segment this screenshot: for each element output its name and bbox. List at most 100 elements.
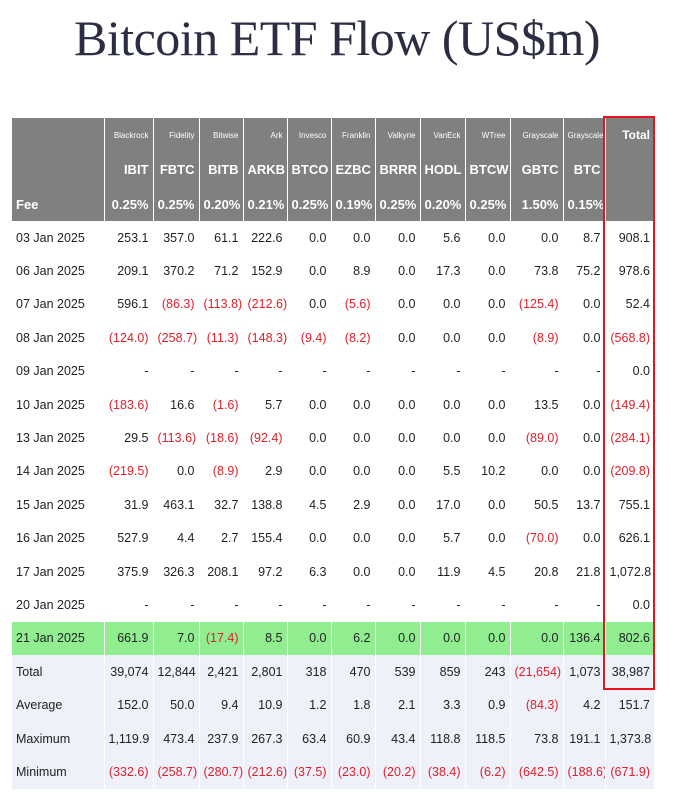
stat-value-cell: 318 xyxy=(287,655,332,689)
stat-row: Average 152.0 50.0 9.4 10.9 1.2 1.8 2.1 3.3 0.9 (8… xyxy=(12,688,654,722)
flow-value-cell: 7.0 xyxy=(153,621,200,656)
fee-header-cell: 0.21% xyxy=(243,187,288,221)
flow-value-cell: 2.9 xyxy=(243,454,288,489)
stat-row: Total 39,074 12,844 2,421 2,801 318 470 539 859 2… xyxy=(12,655,654,689)
flow-value-cell: (125.4) xyxy=(510,287,564,322)
flow-value-cell: 0.0 xyxy=(287,421,332,455)
row-date-label: 15 Jan 2025 xyxy=(12,488,105,522)
row-date-label: 13 Jan 2025 xyxy=(12,421,105,455)
flow-value-cell: - xyxy=(510,588,564,622)
flow-value-cell: 0.0 xyxy=(563,454,606,489)
table-row: 14 Jan 2025 (219.5) 0.0 (8.9) 2.9 0.0 0.0 0.0 5.… xyxy=(12,454,654,489)
stat-value-cell: 43.4 xyxy=(375,721,421,756)
stat-value-cell: 191.1 xyxy=(563,721,606,756)
flow-value-cell: 370.2 xyxy=(153,254,200,288)
stat-value-cell: (280.7) xyxy=(199,755,244,789)
flow-value-cell: 0.0 xyxy=(563,321,606,355)
flow-value-cell: (212.6) xyxy=(243,287,288,322)
row-date-label: 09 Jan 2025 xyxy=(12,354,105,388)
flow-value-cell: - xyxy=(287,588,332,622)
fee-header-cell: 0.20% xyxy=(420,187,466,221)
row-date-label: 17 Jan 2025 xyxy=(12,554,105,589)
fee-header-cell: 0.25% xyxy=(104,187,154,221)
stat-value-cell: 118.5 xyxy=(465,721,511,756)
flow-value-cell: - xyxy=(331,354,376,388)
table-row: 20 Jan 2025- - - - - - - - - - -0.0 xyxy=(12,588,654,622)
flow-value-cell: 0.0 xyxy=(287,221,332,255)
stat-total-cell: 151.7 xyxy=(605,688,654,722)
flow-value-cell: 11.9 xyxy=(420,554,466,589)
flow-value-cell: (8.9) xyxy=(199,454,244,489)
stat-value-cell: 3.3 xyxy=(420,688,466,722)
flow-value-cell: 152.9 xyxy=(243,254,288,288)
stat-value-cell: 1.2 xyxy=(287,688,332,722)
flow-value-cell: - xyxy=(563,354,606,388)
flow-value-cell: 375.9 xyxy=(104,554,154,589)
flow-value-cell: (148.3) xyxy=(243,321,288,355)
ticker-header-cell: BTCO xyxy=(287,152,332,187)
flow-value-cell: 0.0 xyxy=(331,221,376,255)
stat-value-cell: 12,844 xyxy=(153,655,200,689)
flow-value-cell: (1.6) xyxy=(199,387,244,422)
flow-value-cell: 0.0 xyxy=(331,421,376,455)
flow-value-cell: - xyxy=(563,588,606,622)
flow-value-cell: 0.0 xyxy=(153,454,200,489)
flow-value-cell: 13.7 xyxy=(563,488,606,522)
flow-value-cell: 16.6 xyxy=(153,387,200,422)
stat-value-cell: 473.4 xyxy=(153,721,200,756)
issuer-header-cell: Bitwise xyxy=(199,118,244,152)
stat-value-cell: 60.9 xyxy=(331,721,376,756)
stat-value-cell: 1,073 xyxy=(563,655,606,689)
flow-value-cell: 222.6 xyxy=(243,221,288,255)
table-row: 09 Jan 2025- - - - - - - - - - -0.0 xyxy=(12,354,654,388)
flow-value-cell: 2.7 xyxy=(199,521,244,555)
row-date-label: 08 Jan 2025 xyxy=(12,321,105,355)
flow-value-cell: 0.0 xyxy=(563,421,606,455)
flow-value-cell: - xyxy=(420,354,466,388)
flow-value-cell: 0.0 xyxy=(287,254,332,288)
flow-value-cell: 71.2 xyxy=(199,254,244,288)
flow-value-cell: - xyxy=(331,588,376,622)
flow-value-cell: 4.4 xyxy=(153,521,200,555)
issuer-header-row: Blackrock Fidelity Bitwise Ark Invesco Frankl… xyxy=(12,118,654,152)
row-total-cell: 1,072.8 xyxy=(605,554,654,589)
flow-value-cell: - xyxy=(287,354,332,388)
row-date-label: 16 Jan 2025 xyxy=(12,521,105,555)
ticker-header-cell: HODL xyxy=(420,152,466,187)
flow-value-cell: 6.2 xyxy=(331,621,376,656)
flow-value-cell: 357.0 xyxy=(153,221,200,255)
table-row: 07 Jan 2025 596.1 (86.3) (113.8) (212.6) 0.0(… xyxy=(12,287,654,322)
flow-value-cell: 0.0 xyxy=(287,621,332,656)
flow-value-cell: 0.0 xyxy=(375,521,421,555)
stat-value-cell: (188.6) xyxy=(563,755,606,789)
flow-value-cell: 0.0 xyxy=(510,621,564,656)
flow-value-cell: 0.0 xyxy=(465,387,511,422)
flow-value-cell: - xyxy=(375,588,421,622)
header-corner xyxy=(12,118,105,152)
flow-value-cell: 0.0 xyxy=(420,621,466,656)
stat-value-cell: 470 xyxy=(331,655,376,689)
flow-value-cell: 0.0 xyxy=(465,321,511,355)
flow-value-cell: 4.5 xyxy=(465,554,511,589)
ticker-header-cell: GBTC xyxy=(510,152,564,187)
flow-value-cell: (113.6) xyxy=(153,421,200,455)
flow-value-cell: 596.1 xyxy=(104,287,154,322)
flow-value-cell: 75.2 xyxy=(563,254,606,288)
stat-value-cell: (212.6) xyxy=(243,755,288,789)
flow-value-cell: 0.0 xyxy=(465,521,511,555)
stat-value-cell: (258.7) xyxy=(153,755,200,789)
issuer-header-cell: Invesco xyxy=(287,118,332,152)
ticker-header-cell: ARKB xyxy=(243,152,288,187)
ticker-header-cell: BITB xyxy=(199,152,244,187)
flow-value-cell: 0.0 xyxy=(331,387,376,422)
fee-header-cell: 0.25% xyxy=(153,187,200,221)
stat-value-cell: (38.4) xyxy=(420,755,466,789)
row-total-cell: 978.6 xyxy=(605,254,654,288)
flow-value-cell: 0.0 xyxy=(331,521,376,555)
flow-value-cell: 31.9 xyxy=(104,488,154,522)
table-row: 10 Jan 2025 (183.6) 16.6 (1.6) 5.7 0.0 0.0 0.0 0… xyxy=(12,387,654,422)
stat-value-cell: (20.2) xyxy=(375,755,421,789)
ticker-header-cell: FBTC xyxy=(153,152,200,187)
stat-value-cell: (642.5) xyxy=(510,755,564,789)
flow-value-cell: 0.0 xyxy=(375,421,421,455)
